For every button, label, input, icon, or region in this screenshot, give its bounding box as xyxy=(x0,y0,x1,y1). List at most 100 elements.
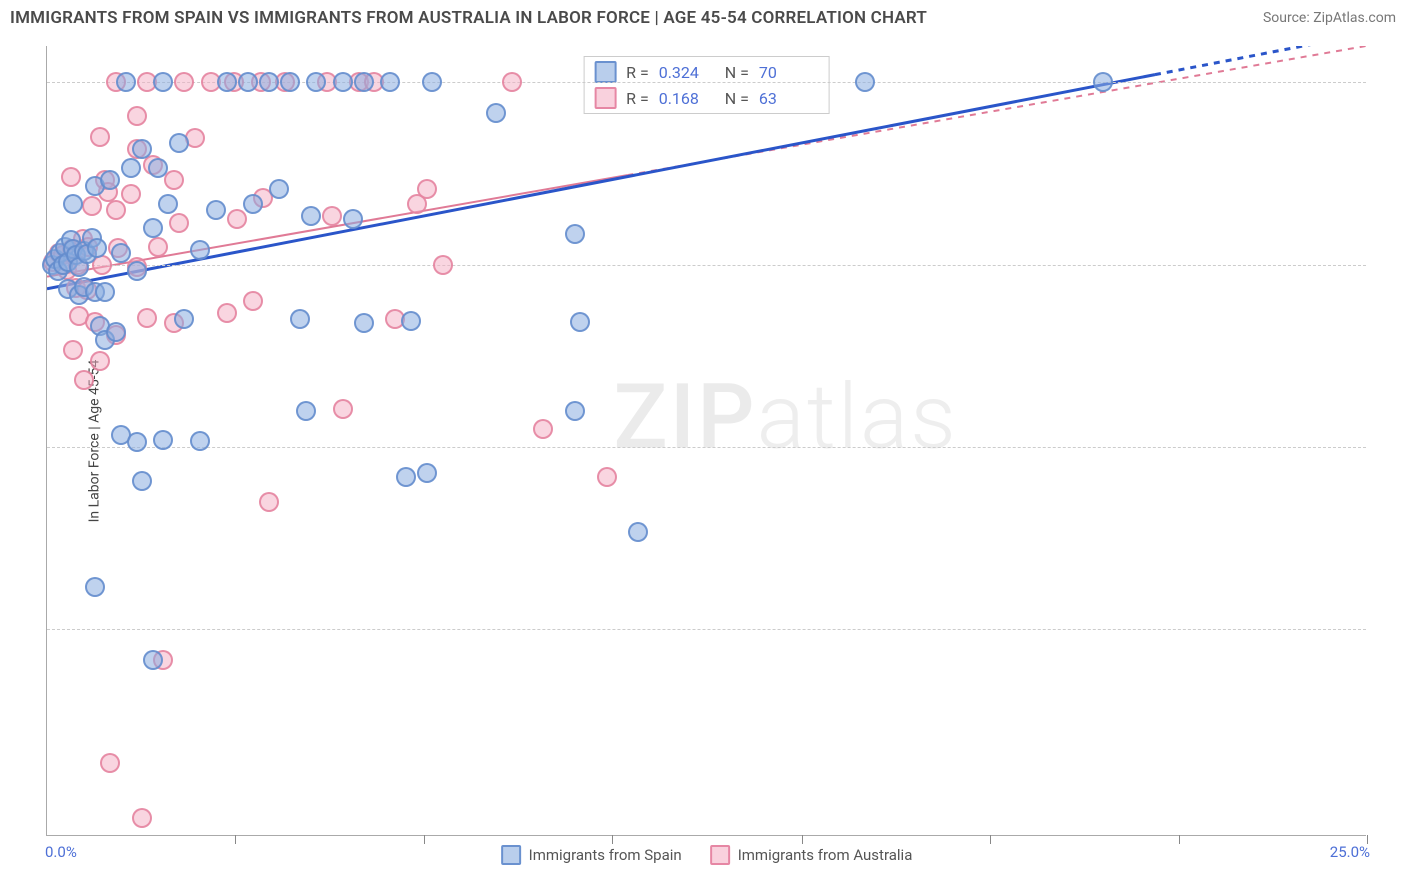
x-tick xyxy=(1179,835,1180,844)
data-point xyxy=(417,463,437,483)
gridline-horizontal xyxy=(47,629,1366,630)
n-value: 70 xyxy=(759,63,815,82)
data-point xyxy=(280,72,300,92)
data-point xyxy=(433,255,453,275)
data-point xyxy=(90,351,110,371)
n-label: N = xyxy=(725,89,749,108)
source-label: Source: xyxy=(1263,10,1310,26)
data-point xyxy=(95,282,115,302)
legend-swatch-blue-icon xyxy=(501,845,521,865)
data-point xyxy=(301,206,321,226)
data-point xyxy=(354,72,374,92)
data-point xyxy=(169,133,189,153)
legend-item-spain: Immigrants from Spain xyxy=(501,845,682,865)
data-point xyxy=(259,492,279,512)
data-point xyxy=(206,200,226,220)
x-tick xyxy=(802,835,803,844)
data-point xyxy=(322,206,342,226)
n-value: 63 xyxy=(759,89,815,108)
data-point xyxy=(153,430,173,450)
r-label: R = xyxy=(626,89,649,108)
stats-row-spain: R = 0.324 N = 70 xyxy=(584,59,829,85)
data-point xyxy=(121,184,141,204)
source-attribution: Source: ZipAtlas.com xyxy=(1263,8,1396,26)
data-point xyxy=(116,72,136,92)
data-point xyxy=(137,308,157,328)
data-point xyxy=(306,72,326,92)
n-label: N = xyxy=(725,63,749,82)
x-tick xyxy=(235,835,236,844)
r-label: R = xyxy=(626,63,649,82)
data-point xyxy=(106,322,126,342)
x-tick xyxy=(1367,835,1368,844)
data-point xyxy=(238,72,258,92)
data-point xyxy=(153,72,173,92)
legend-label: Immigrants from Spain xyxy=(529,846,682,864)
data-point xyxy=(174,309,194,329)
data-point xyxy=(127,432,147,452)
data-point xyxy=(333,72,353,92)
data-point xyxy=(597,467,617,487)
data-point xyxy=(132,471,152,491)
data-point xyxy=(85,577,105,597)
chart-title: IMMIGRANTS FROM SPAIN VS IMMIGRANTS FROM… xyxy=(10,8,927,28)
x-tick xyxy=(990,835,991,844)
data-point xyxy=(533,419,553,439)
r-value: 0.324 xyxy=(659,63,715,82)
swatch-blue-icon xyxy=(594,61,616,83)
data-point xyxy=(422,72,442,92)
data-point xyxy=(190,431,210,451)
stats-legend-box: R = 0.324 N = 70 R = 0.168 N = 63 xyxy=(583,56,830,114)
data-point xyxy=(164,170,184,190)
data-point xyxy=(401,311,421,331)
data-point xyxy=(82,196,102,216)
data-point xyxy=(148,237,168,257)
data-point xyxy=(63,194,83,214)
data-point xyxy=(333,399,353,419)
data-point xyxy=(628,522,648,542)
data-point xyxy=(296,401,316,421)
data-point xyxy=(570,312,590,332)
data-point xyxy=(174,72,194,92)
data-point xyxy=(290,309,310,329)
legend-label: Immigrants from Australia xyxy=(738,846,913,864)
data-point xyxy=(217,72,237,92)
data-point xyxy=(169,213,189,233)
data-point xyxy=(343,209,363,229)
data-point xyxy=(63,340,83,360)
data-point xyxy=(121,158,141,178)
data-point xyxy=(486,103,506,123)
data-point xyxy=(143,218,163,238)
r-value: 0.168 xyxy=(659,89,715,108)
data-point xyxy=(380,72,400,92)
swatch-pink-icon xyxy=(594,87,616,109)
data-point xyxy=(61,167,81,187)
scatter-plot: In Labor Force | Age 45-54 ZIPatlas R = … xyxy=(46,46,1366,836)
x-axis-label-end: 25.0% xyxy=(1330,843,1370,861)
trendline-layer xyxy=(47,46,1366,835)
series-legend: Immigrants from Spain Immigrants from Au… xyxy=(501,845,913,865)
data-point xyxy=(259,72,279,92)
data-point xyxy=(106,200,126,220)
x-axis-label-start: 0.0% xyxy=(45,843,77,861)
data-point xyxy=(111,243,131,263)
data-point xyxy=(127,106,147,126)
data-point xyxy=(158,194,178,214)
stats-row-australia: R = 0.168 N = 63 xyxy=(584,85,829,111)
gridline-horizontal xyxy=(47,265,1366,266)
data-point xyxy=(132,808,152,828)
source-name: ZipAtlas.com xyxy=(1313,10,1396,26)
data-point xyxy=(855,72,875,92)
x-tick xyxy=(424,835,425,844)
data-point xyxy=(90,127,110,147)
data-point xyxy=(565,224,585,244)
data-point xyxy=(148,158,168,178)
data-point xyxy=(269,179,289,199)
gridline-horizontal xyxy=(47,447,1366,448)
title-bar: IMMIGRANTS FROM SPAIN VS IMMIGRANTS FROM… xyxy=(0,0,1406,32)
data-point xyxy=(100,753,120,773)
data-point xyxy=(74,370,94,390)
x-tick xyxy=(612,835,613,844)
data-point xyxy=(354,313,374,333)
data-point xyxy=(243,194,263,214)
